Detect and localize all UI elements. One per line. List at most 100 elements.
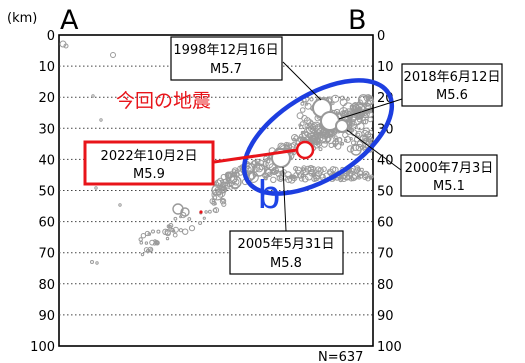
hypocenter-dot [315, 140, 322, 147]
current-event-box [83, 140, 215, 186]
leader-2000 [346, 129, 402, 171]
hypocenter-dot [356, 132, 361, 137]
hypocenter-dot [307, 166, 315, 174]
hypocenter-dot [165, 236, 170, 241]
hypocenter-dot [179, 215, 183, 219]
depth-tick-label-right: 80 [377, 278, 394, 293]
hypocenter-dot [252, 163, 266, 177]
hypocenter-dot [90, 260, 94, 264]
hypocenter-dot [349, 108, 353, 112]
hypocenter-dot [292, 137, 297, 142]
hypocenter-dot [362, 111, 368, 117]
hypocenter-dot [198, 221, 203, 225]
hypocenter-dot [151, 229, 155, 234]
event-2005-box [229, 230, 344, 275]
hypocenter-dot [234, 169, 239, 173]
hypocenter-dot [299, 124, 304, 130]
hypocenter-dot [307, 137, 313, 143]
current-event-magnitude: M5.9 [133, 167, 165, 182]
event-2005-date: 2005年5月31日 [238, 237, 335, 252]
hypocenter-dot [357, 170, 363, 177]
hypocenter-dot [350, 122, 354, 126]
hypocenter-dot [156, 229, 161, 234]
hypocenter-dot [299, 107, 306, 113]
hypocenter-dot [219, 198, 227, 205]
hypocenter-dot [335, 177, 339, 181]
depth-unit-label: (km) [7, 11, 37, 26]
event-2018-date: 2018年6月12日 [404, 70, 501, 85]
hypocenter-dot [342, 172, 351, 181]
hypocenter-dot [313, 174, 320, 182]
hypocenter-dot [187, 217, 192, 221]
depth-tick-label-left: 20 [38, 91, 55, 106]
hypocenter-dot [362, 127, 371, 135]
hypocenter-dot [292, 174, 297, 180]
event-2018-magnitude: M5.6 [436, 88, 468, 103]
hypocenter-cloud [59, 40, 375, 265]
hypocenter-dot [300, 101, 305, 106]
hypocenter-dot [364, 100, 372, 107]
hypocenter-dot [171, 229, 176, 233]
hypocenter-dot [346, 145, 355, 153]
hypocenter-dot [232, 178, 240, 186]
hypocenter-dot [321, 130, 330, 138]
event-2000-marker [335, 119, 349, 133]
hypocenter-dot [304, 172, 313, 181]
hypocenter-dot [211, 184, 223, 196]
hypocenter-dot [94, 186, 98, 190]
hypocenter-dot [342, 111, 346, 114]
hypocenter-dot [309, 121, 314, 125]
current-event-marker [295, 140, 315, 160]
region-b-label: b [258, 173, 280, 217]
small-red-event-marker [199, 210, 203, 214]
leader-2018 [338, 98, 403, 120]
depth-tick-label-right: 60 [377, 216, 394, 231]
hypocenter-dot [311, 172, 316, 177]
hypocenter-dot [352, 102, 359, 108]
hypocenter-dot [338, 175, 344, 180]
hypocenter-dot [214, 179, 223, 188]
hypocenter-dot [332, 166, 339, 174]
hypocenter-dot [145, 249, 150, 253]
event-count-label: N=637 [318, 350, 363, 363]
hypocenter-dot [327, 170, 333, 176]
hypocenter-dot [361, 119, 367, 125]
hypocenter-dot [180, 207, 190, 217]
hypocenter-dot [224, 171, 233, 180]
hypocenter-dot [208, 209, 212, 214]
hypocenter-dot [340, 95, 345, 101]
hypocenter-dot [140, 233, 147, 239]
depth-tick-label-right: 0 [377, 29, 385, 44]
hypocenter-dot [154, 240, 160, 246]
hypocenter-dot [300, 130, 305, 135]
event-2018-box [401, 63, 503, 107]
hypocenter-dot [298, 176, 305, 182]
event-2005-magnitude: M5.8 [270, 256, 302, 271]
hypocenter-dot [334, 135, 338, 139]
hypocenter-dot [144, 241, 149, 245]
section-end-label: B [348, 5, 367, 36]
depth-ticks-left: 0 10 20 30 40 50 60 70 80 90 100 [30, 29, 55, 355]
current-event-leader [213, 148, 298, 164]
depth-tick-label-right: 50 [377, 185, 394, 200]
hypocenter-dot [180, 212, 187, 219]
hypocenter-dot [155, 241, 159, 244]
hypocenter-dot [315, 129, 322, 135]
event-2000-magnitude: M5.1 [433, 179, 465, 194]
depth-tick-label-right: 70 [377, 247, 394, 262]
hypocenter-dot [359, 167, 364, 172]
hypocenter-dot [368, 175, 373, 180]
depth-tick-label-left: 60 [38, 216, 55, 231]
depth-tick-label-right: 100 [377, 340, 402, 355]
hypocenter-dot [355, 101, 364, 110]
hypocenter-dot [222, 182, 230, 190]
depth-tick-label-left: 10 [38, 60, 55, 75]
hypocenter-dot [212, 208, 218, 213]
event-1998-magnitude: M5.7 [210, 62, 242, 77]
hypocenter-dot [204, 210, 208, 214]
hypocenter-dot [364, 116, 369, 121]
hypocenter-dot [221, 198, 225, 203]
hypocenter-dot [355, 143, 363, 152]
depth-tick-label-right: 90 [377, 309, 394, 324]
